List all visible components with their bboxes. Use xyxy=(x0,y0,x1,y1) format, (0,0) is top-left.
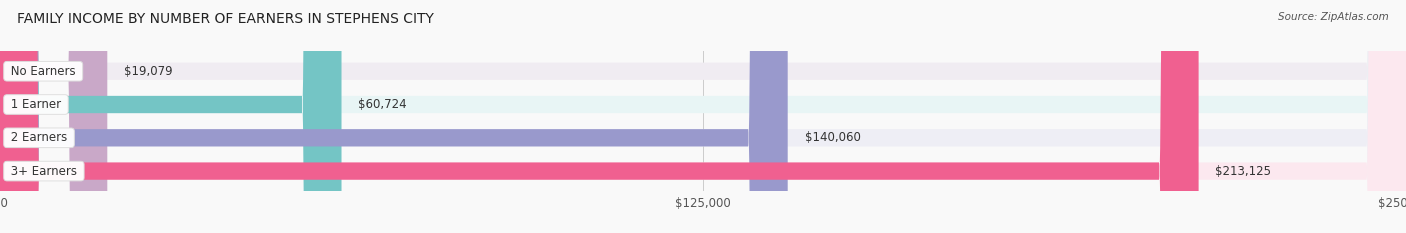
FancyBboxPatch shape xyxy=(0,0,342,233)
FancyBboxPatch shape xyxy=(0,0,107,233)
Text: $140,060: $140,060 xyxy=(804,131,860,144)
Text: $60,724: $60,724 xyxy=(359,98,406,111)
Text: $19,079: $19,079 xyxy=(124,65,173,78)
Text: 1 Earner: 1 Earner xyxy=(7,98,65,111)
FancyBboxPatch shape xyxy=(0,0,1198,233)
Text: $213,125: $213,125 xyxy=(1215,164,1271,178)
Text: 3+ Earners: 3+ Earners xyxy=(7,164,80,178)
Text: 2 Earners: 2 Earners xyxy=(7,131,72,144)
Text: Source: ZipAtlas.com: Source: ZipAtlas.com xyxy=(1278,12,1389,22)
Text: FAMILY INCOME BY NUMBER OF EARNERS IN STEPHENS CITY: FAMILY INCOME BY NUMBER OF EARNERS IN ST… xyxy=(17,12,433,26)
Text: No Earners: No Earners xyxy=(7,65,79,78)
FancyBboxPatch shape xyxy=(0,0,787,233)
